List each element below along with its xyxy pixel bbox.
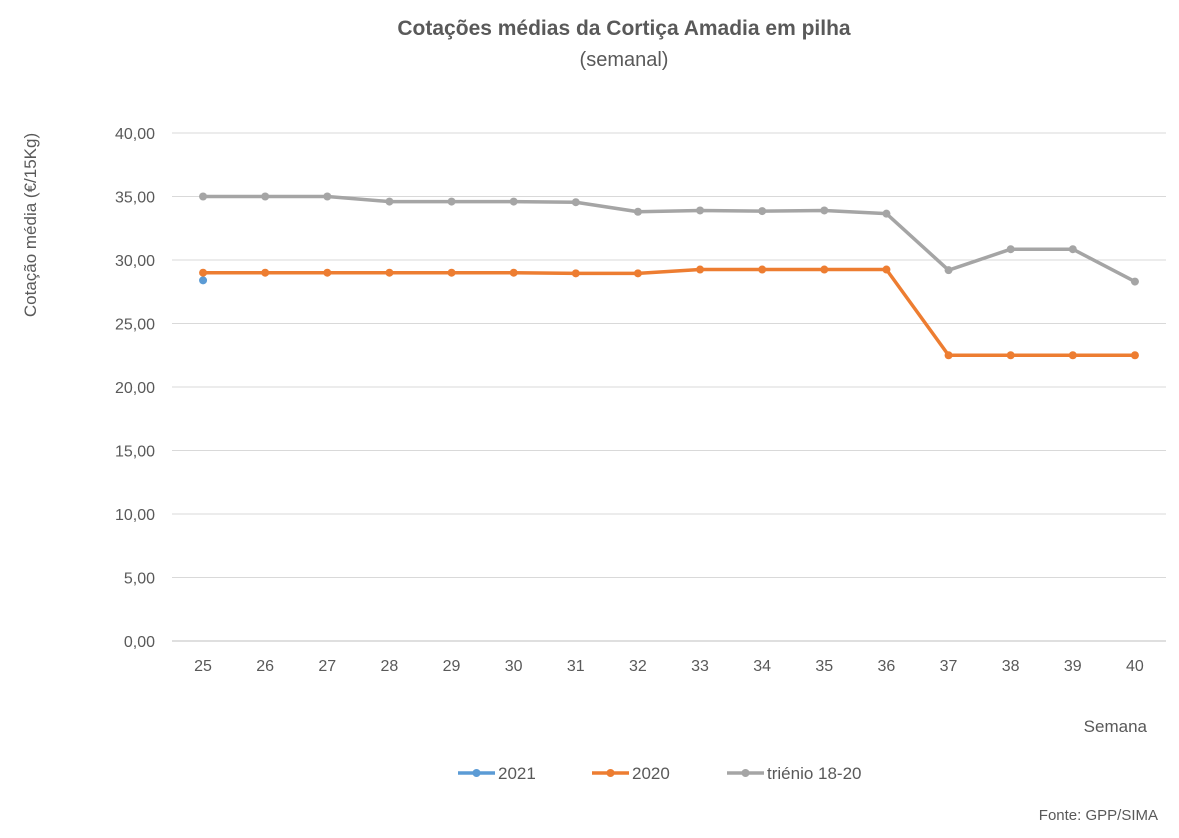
- y-tick-label: 35,00: [115, 190, 155, 207]
- y-tick-label: 15,00: [115, 444, 155, 461]
- chart-subtitle: (semanal): [580, 49, 669, 71]
- data-point: [1006, 245, 1015, 254]
- series-line: [203, 267, 1135, 357]
- x-axis-ticks: 25 26 27 28 29 30 31 32 33 34 35 36 37 38 39 40: [194, 658, 1144, 675]
- x-tick-label: 27: [318, 658, 336, 675]
- legend-label: triénio 18-20: [767, 764, 862, 783]
- data-point: [385, 197, 394, 206]
- data-point: [509, 197, 518, 206]
- data-point: [199, 276, 208, 285]
- data-point: [820, 265, 829, 274]
- x-tick-label: 34: [753, 658, 771, 675]
- y-tick-label: 0,00: [124, 634, 155, 651]
- x-tick-label: 37: [940, 658, 958, 675]
- plot-area: [199, 192, 1139, 360]
- data-point: [385, 268, 394, 277]
- data-point: [447, 197, 456, 206]
- gridlines: [172, 132, 1166, 642]
- x-tick-label: 29: [443, 658, 461, 675]
- x-tick-label: 36: [878, 658, 896, 675]
- x-tick-label: 33: [691, 658, 709, 675]
- x-tick-label: 35: [815, 658, 833, 675]
- data-point: [199, 268, 208, 277]
- y-axis-label: Cotação média (€/15Kg): [21, 133, 40, 317]
- chart-title: Cotações médias da Cortiça Amadia em pil…: [397, 17, 851, 40]
- y-tick-label: 5,00: [124, 571, 155, 588]
- data-point: [944, 351, 953, 360]
- x-tick-label: 31: [567, 658, 585, 675]
- data-point: [633, 269, 642, 278]
- legend-marker: [472, 769, 481, 777]
- data-point: [261, 268, 270, 277]
- data-point: [882, 265, 891, 274]
- y-tick-label: 40,00: [115, 126, 155, 143]
- series-line: [203, 194, 1136, 284]
- data-point: [261, 192, 270, 201]
- legend-label: 2020: [632, 764, 670, 783]
- data-point: [944, 266, 953, 275]
- source-note: Fonte: GPP/SIMA: [1039, 807, 1158, 824]
- data-point: [1068, 351, 1077, 360]
- x-axis-label: Semana: [1084, 717, 1148, 736]
- x-tick-label: 38: [1002, 658, 1020, 675]
- x-tick-label: 25: [194, 658, 212, 675]
- data-point: [696, 265, 705, 274]
- data-point: [696, 206, 705, 215]
- data-point: [633, 207, 642, 216]
- data-point: [323, 268, 332, 277]
- y-tick-label: 10,00: [115, 507, 155, 524]
- data-point: [1006, 351, 1015, 360]
- data-point: [758, 265, 767, 274]
- data-point: [1130, 277, 1139, 286]
- x-tick-label: 39: [1064, 658, 1082, 675]
- data-point: [509, 268, 518, 277]
- x-tick-label: 28: [381, 658, 399, 675]
- legend: 2021 2020 triénio 18-20: [458, 764, 862, 783]
- y-tick-label: 20,00: [115, 380, 155, 397]
- data-point: [447, 268, 456, 277]
- data-point: [323, 192, 332, 201]
- data-point: [882, 209, 891, 218]
- data-point: [1068, 245, 1077, 254]
- data-point: [571, 269, 580, 278]
- y-tick-label: 25,00: [115, 317, 155, 334]
- legend-marker: [741, 769, 750, 777]
- x-tick-label: 26: [256, 658, 274, 675]
- data-point: [820, 206, 829, 215]
- x-tick-label: 40: [1126, 658, 1144, 675]
- y-tick-label: 30,00: [115, 253, 155, 270]
- data-point: [758, 207, 767, 216]
- legend-marker: [606, 769, 615, 777]
- data-point: [199, 192, 208, 201]
- x-tick-label: 30: [505, 658, 523, 675]
- legend-label: 2021: [498, 764, 536, 783]
- y-axis-ticks: 0,00 5,00 10,00 15,00 20,00 25,00 30,00 35,00 40…: [115, 126, 155, 651]
- x-tick-label: 32: [629, 658, 647, 675]
- data-point: [571, 198, 580, 207]
- data-point: [1130, 351, 1139, 360]
